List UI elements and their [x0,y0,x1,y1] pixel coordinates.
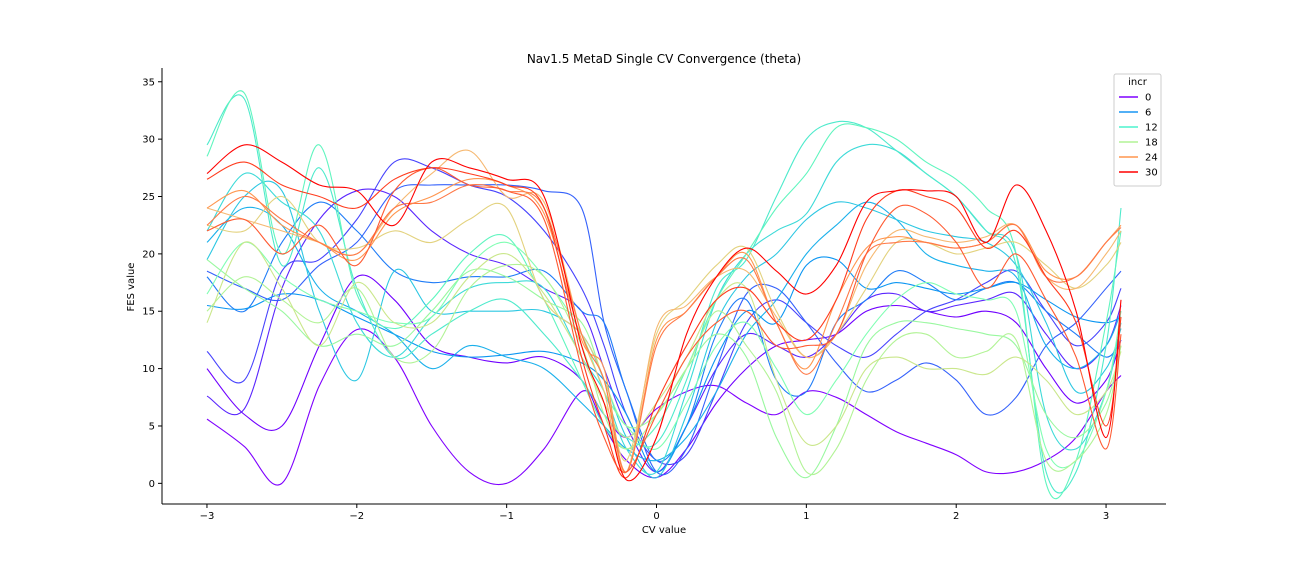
x-tick-label: −1 [499,511,514,522]
series-line [206,94,1122,494]
y-tick-label: 0 [149,479,155,490]
series-line [206,178,1122,473]
y-tick-label: 30 [142,135,155,146]
series-line [206,158,1122,466]
legend: incr 0 6 12 18 24 30 [1113,73,1162,187]
legend-label: 6 [1145,108,1151,119]
series-line [206,143,1122,475]
legend-box [1113,73,1162,187]
legend-label: 18 [1145,138,1158,149]
series-line [206,328,1122,486]
legend-label: 30 [1145,168,1158,179]
y-tick-label: 35 [142,77,155,88]
series-line [206,256,1122,473]
series-line [206,161,1122,479]
legend-title: incr [1128,77,1148,88]
y-axis-label: FES value [126,263,137,312]
legend-label: 12 [1145,123,1158,134]
y-tick-label: 25 [142,192,155,203]
x-tick-label: 0 [653,511,659,522]
series-line [206,201,1122,462]
legend-label: 0 [1145,93,1151,104]
x-tick-label: 2 [953,511,959,522]
y-tick-label: 10 [142,364,155,375]
x-tick-label: −2 [349,511,364,522]
x-tick-label: 3 [1103,511,1109,522]
series-line [206,259,1122,479]
y-ticks: 0 5 10 15 20 25 30 35 [142,77,162,490]
series-line [206,167,1122,473]
x-axis-label: CV value [642,525,686,536]
series-line [206,274,1122,479]
x-ticks: −3 −2 −1 0 1 2 3 [200,504,1109,522]
x-tick-label: 1 [803,511,809,522]
x-tick-label: −3 [200,511,215,522]
series-line [206,241,1122,447]
plot-area [206,90,1122,500]
series-line [206,263,1122,476]
chart-title: Nav1.5 MetaD Single CV Convergence (thet… [527,52,801,66]
series-line [206,144,1122,482]
legend-label: 24 [1145,153,1158,164]
y-tick-label: 5 [149,421,155,432]
y-tick-label: 20 [142,249,155,260]
y-tick-label: 15 [142,307,155,318]
